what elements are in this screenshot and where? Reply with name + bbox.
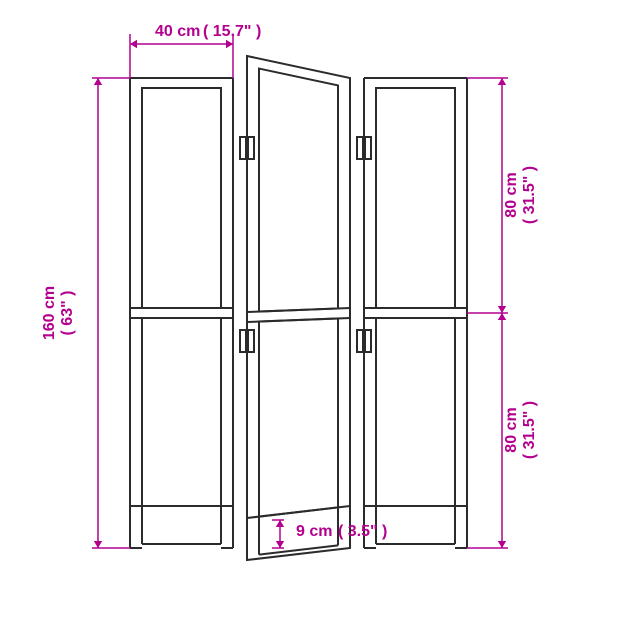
dim-left-in: ( 63" ) [59, 291, 76, 336]
dim-top-in: ( 15.7" ) [203, 23, 261, 40]
dim-ru-in: ( 31.5" ) [521, 166, 538, 224]
technical-diagram: 40 cm( 15.7" )160 cm( 63" )80 cm( 31.5" … [0, 0, 620, 620]
dim-leg-in: ( 3.5" ) [338, 523, 387, 540]
dim-rl-cm: 80 cm [503, 407, 520, 452]
dim-top-cm: 40 cm [155, 23, 200, 40]
dim-left-cm: 160 cm [41, 286, 58, 340]
dim-rl-in: ( 31.5" ) [521, 401, 538, 459]
room-divider-object [130, 56, 467, 560]
dim-ru-cm: 80 cm [503, 172, 520, 217]
dim-leg-cm: 9 cm [296, 523, 332, 540]
